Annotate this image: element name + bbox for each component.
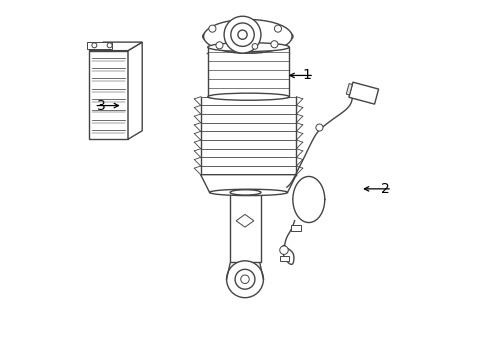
Circle shape	[209, 25, 216, 32]
Text: 2: 2	[381, 182, 390, 196]
Polygon shape	[128, 42, 142, 139]
Circle shape	[235, 269, 255, 289]
Circle shape	[238, 30, 247, 39]
Polygon shape	[292, 225, 301, 231]
Circle shape	[216, 42, 223, 49]
Polygon shape	[349, 82, 379, 104]
Polygon shape	[89, 42, 142, 51]
Circle shape	[226, 261, 264, 298]
Circle shape	[274, 25, 282, 32]
Polygon shape	[204, 20, 292, 53]
Ellipse shape	[208, 42, 289, 51]
Ellipse shape	[208, 93, 289, 100]
Circle shape	[252, 44, 258, 49]
Polygon shape	[236, 215, 254, 227]
Polygon shape	[230, 192, 261, 261]
Polygon shape	[346, 84, 352, 95]
Circle shape	[271, 41, 278, 48]
Polygon shape	[280, 256, 289, 261]
Circle shape	[224, 16, 261, 53]
Polygon shape	[89, 51, 128, 139]
Circle shape	[107, 43, 112, 48]
Ellipse shape	[210, 189, 288, 195]
Circle shape	[231, 23, 254, 46]
Circle shape	[241, 275, 249, 283]
Circle shape	[280, 246, 288, 255]
Text: 3: 3	[97, 99, 106, 113]
Circle shape	[316, 124, 323, 131]
Polygon shape	[87, 42, 112, 49]
Circle shape	[92, 43, 97, 48]
Ellipse shape	[203, 26, 293, 47]
Polygon shape	[201, 175, 296, 192]
Ellipse shape	[230, 190, 261, 195]
Text: 1: 1	[303, 68, 312, 82]
Polygon shape	[208, 47, 289, 97]
